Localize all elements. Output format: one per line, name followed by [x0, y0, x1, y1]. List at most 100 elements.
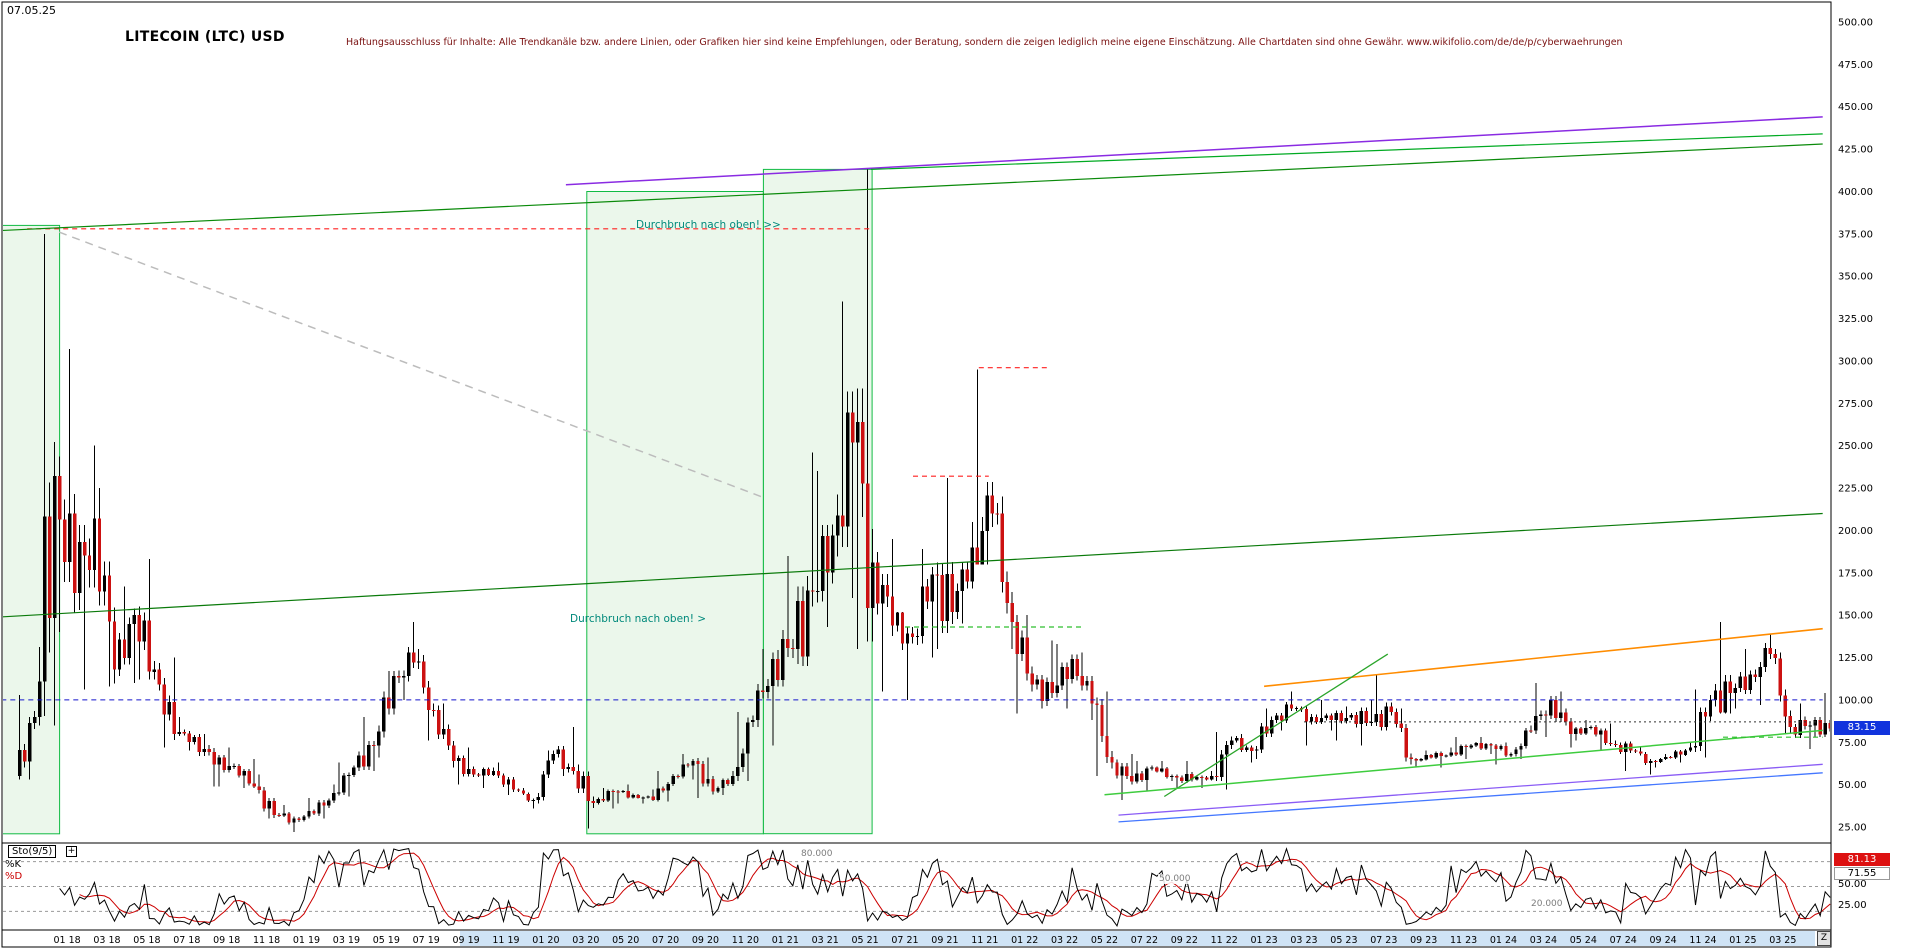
candle-body: [611, 791, 615, 793]
candle-body: [601, 799, 605, 801]
candle-body: [711, 778, 715, 792]
candle-body: [925, 586, 930, 602]
x-axis-label: 09 22: [1171, 935, 1198, 946]
candle-body: [402, 676, 406, 678]
candle-body: [1494, 745, 1498, 750]
candle-body: [1095, 703, 1099, 705]
candle-body: [1639, 751, 1643, 754]
x-axis-label: 05 24: [1570, 935, 1597, 946]
candle-body: [277, 815, 281, 817]
candle-body: [836, 515, 840, 536]
x-axis-label: 07 22: [1131, 935, 1158, 946]
candle-body: [1454, 752, 1458, 755]
candle-body: [397, 676, 401, 678]
candle-body: [1369, 721, 1373, 723]
trendline-overlays: [3, 116, 1823, 823]
candle-body: [1818, 720, 1822, 735]
candle-body: [247, 771, 251, 784]
candle-body: [1090, 680, 1094, 704]
steep-green-trend: [1163, 653, 1389, 798]
candle-body: [1254, 749, 1259, 751]
candle-body: [1140, 773, 1144, 780]
candle-body: [1728, 681, 1733, 694]
candle-body: [1135, 773, 1139, 782]
candle-body: [382, 697, 386, 732]
candle-body: [576, 771, 580, 789]
candle-body: [816, 590, 820, 592]
candle-body: [1544, 714, 1548, 716]
candle-body: [1279, 715, 1284, 721]
candle-body: [427, 687, 431, 710]
candle-body: [1808, 725, 1812, 727]
candle-body: [1678, 751, 1683, 755]
candle-body: [626, 791, 630, 798]
sto-scale-25-label: 25.00: [1838, 900, 1867, 911]
indicator-settings-icon[interactable]: +: [66, 846, 77, 857]
candle-body: [1160, 768, 1164, 772]
candle-body: [1045, 682, 1049, 702]
candle-body: [1738, 676, 1743, 688]
candle-body: [821, 536, 825, 591]
candle-body: [1230, 740, 1234, 746]
candle-body: [372, 745, 376, 746]
candle-body: [1249, 747, 1254, 751]
candle-body: [955, 590, 960, 612]
candle-body: [1569, 721, 1573, 734]
candle-body: [1334, 712, 1339, 721]
candle-body: [412, 652, 416, 663]
candle-body: [1703, 712, 1708, 717]
candle-body: [556, 749, 561, 755]
candle-body: [1668, 756, 1673, 758]
candle-body: [1514, 749, 1518, 755]
candle-body: [1329, 715, 1334, 721]
candle-body: [910, 633, 915, 638]
candle-body: [1763, 648, 1767, 668]
candle-body: [1344, 717, 1349, 722]
candle-body: [1574, 728, 1578, 734]
candle-body: [117, 639, 122, 670]
candle-body: [177, 731, 181, 734]
x-axis-label: 07 23: [1370, 935, 1397, 946]
candle-body: [975, 547, 979, 565]
candle-body: [1559, 712, 1563, 719]
price-axis-label: 300.00: [1838, 356, 1873, 367]
upper-channel-purple: [565, 116, 1823, 186]
indicator-name-button[interactable]: Sto(9/5): [8, 845, 57, 858]
price-axis-label: 375.00: [1838, 229, 1873, 240]
price-axis-label: 250.00: [1838, 441, 1873, 452]
candle-body: [551, 754, 556, 761]
candle-body: [1025, 637, 1029, 674]
candle-body: [596, 799, 600, 804]
price-axis-label: 25.00: [1838, 823, 1867, 834]
price-axis: 500.00 475.00 450.00 425.00 400.00 375.00 350.…: [1838, 18, 1873, 834]
candle-body: [1210, 776, 1214, 780]
candle-body: [1723, 681, 1728, 713]
candle-body: [1399, 723, 1403, 728]
candle-body: [1733, 687, 1738, 694]
candle-body: [671, 776, 675, 785]
candle-body: [1609, 743, 1613, 744]
candle-body: [491, 771, 496, 775]
candle-body: [162, 684, 167, 715]
candle-body: [252, 783, 256, 787]
candle-body: [1170, 776, 1174, 778]
x-axis-label: 03 18: [93, 935, 120, 946]
candle-body: [701, 763, 705, 784]
candle-body: [1130, 775, 1134, 782]
candle-body: [571, 767, 575, 772]
candle-body: [102, 575, 107, 592]
candle-body: [860, 422, 865, 484]
x-axis-label: 01 20: [532, 935, 559, 946]
x-axis-label: 05 19: [373, 935, 400, 946]
candle-body: [1035, 679, 1039, 685]
sto-k-line: [59, 847, 1831, 928]
candle-body: [1713, 690, 1718, 700]
candle-body: [1529, 730, 1533, 732]
zoom-button[interactable]: Z: [1817, 931, 1831, 946]
candle-body: [227, 766, 231, 770]
time-scrollbar[interactable]: [460, 931, 1815, 946]
candle-body: [1349, 715, 1354, 718]
candle-body: [1783, 695, 1787, 717]
x-axis-label: 05 20: [612, 935, 639, 946]
